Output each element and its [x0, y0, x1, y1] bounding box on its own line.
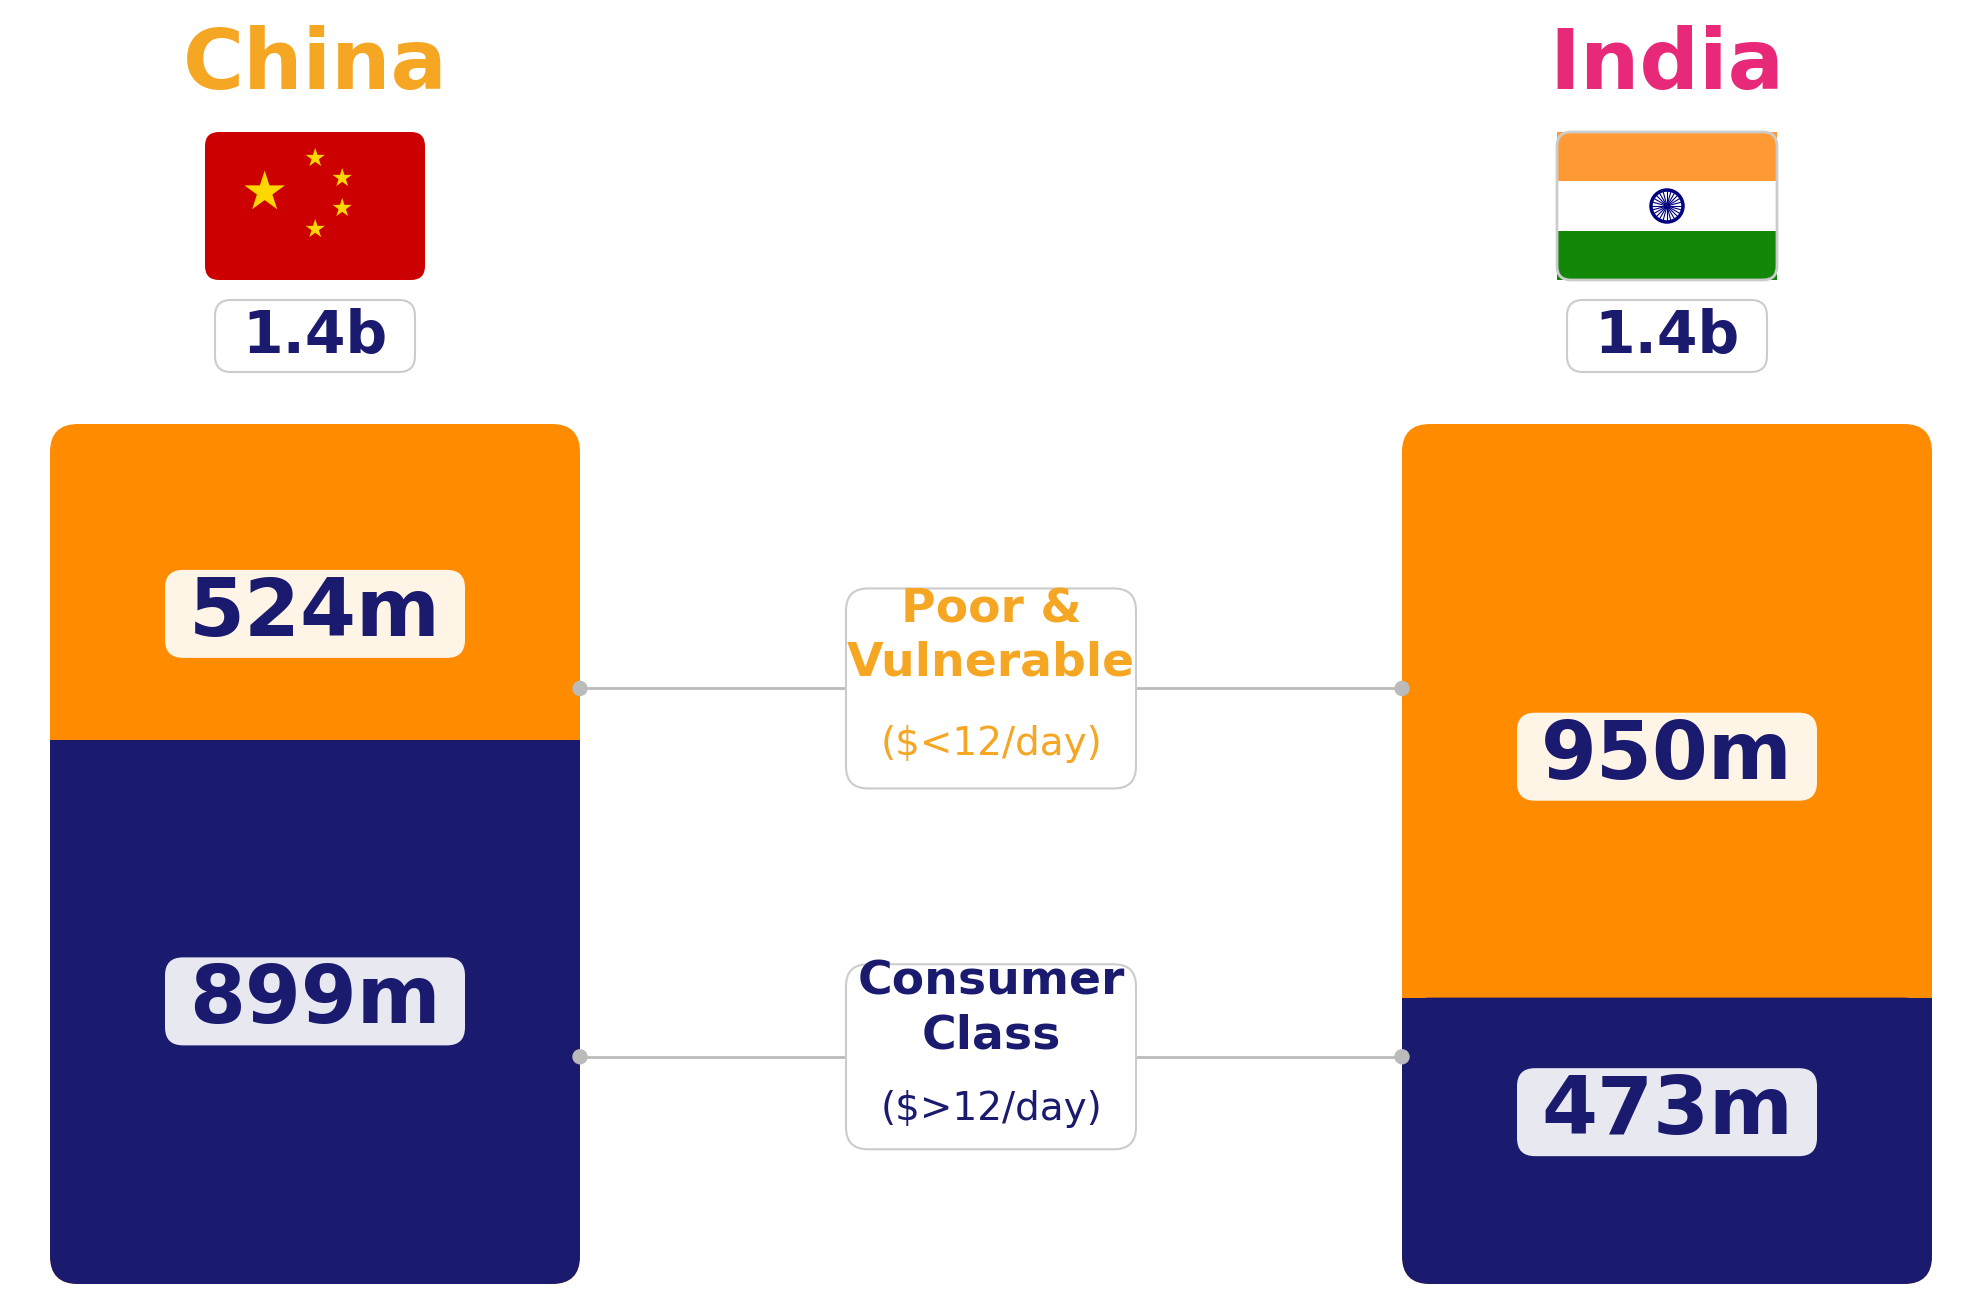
- Bar: [50, 741, 581, 769]
- FancyBboxPatch shape: [846, 589, 1136, 788]
- Circle shape: [1395, 682, 1409, 695]
- Bar: [1558, 131, 1778, 181]
- Text: Consumer
Class: Consumer Class: [858, 959, 1124, 1058]
- FancyBboxPatch shape: [165, 570, 466, 658]
- FancyBboxPatch shape: [1516, 1068, 1817, 1156]
- Circle shape: [1665, 204, 1669, 209]
- Text: Poor &
Vulnerable: Poor & Vulnerable: [846, 587, 1136, 686]
- FancyBboxPatch shape: [165, 958, 466, 1046]
- FancyBboxPatch shape: [1516, 712, 1817, 800]
- Text: 1.4b: 1.4b: [242, 307, 388, 364]
- FancyBboxPatch shape: [204, 131, 424, 280]
- Circle shape: [1395, 1050, 1409, 1064]
- Text: ★: ★: [331, 167, 353, 192]
- FancyBboxPatch shape: [50, 741, 581, 1284]
- Text: ★: ★: [303, 218, 327, 242]
- FancyBboxPatch shape: [846, 964, 1136, 1150]
- FancyBboxPatch shape: [1568, 300, 1768, 372]
- Text: 473m: 473m: [1542, 1074, 1794, 1151]
- Text: 899m: 899m: [188, 962, 440, 1041]
- Text: ($<12/day): ($<12/day): [880, 725, 1102, 763]
- FancyBboxPatch shape: [1401, 424, 1932, 1284]
- Text: ★: ★: [331, 197, 353, 221]
- Text: India: India: [1550, 25, 1784, 106]
- Text: ★: ★: [303, 147, 327, 171]
- Bar: [1401, 997, 1932, 1026]
- FancyBboxPatch shape: [50, 424, 581, 1284]
- Text: China: China: [182, 25, 448, 106]
- Bar: [1558, 231, 1778, 280]
- Text: 1.4b: 1.4b: [1594, 307, 1740, 364]
- FancyBboxPatch shape: [214, 300, 414, 372]
- Circle shape: [573, 682, 587, 695]
- Circle shape: [573, 1050, 587, 1064]
- Bar: [1558, 181, 1778, 231]
- Text: ★: ★: [240, 168, 287, 221]
- FancyBboxPatch shape: [1401, 997, 1932, 1284]
- Text: 950m: 950m: [1542, 717, 1794, 796]
- Text: ($>12/day): ($>12/day): [880, 1089, 1102, 1127]
- Text: 524m: 524m: [188, 576, 440, 653]
